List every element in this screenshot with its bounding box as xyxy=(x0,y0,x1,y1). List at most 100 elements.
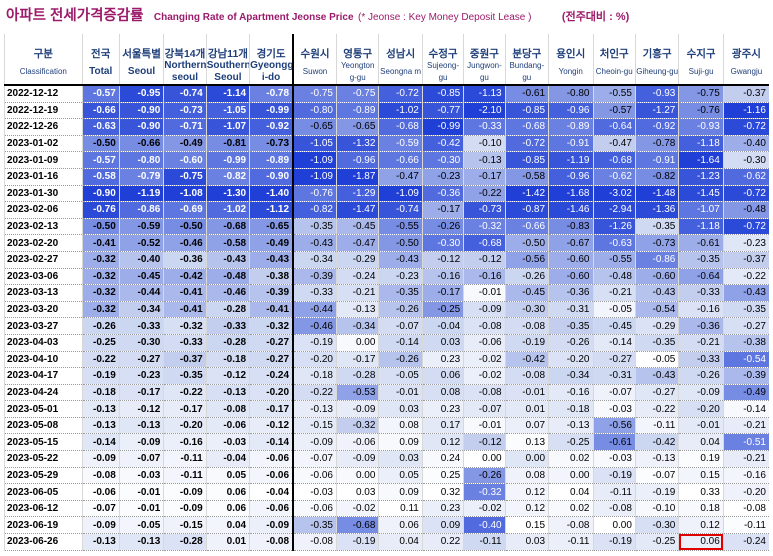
data-cell-yeongtong-gu: -0.09 xyxy=(335,400,379,418)
data-cell-cheoin-gu: -3.02 xyxy=(592,185,636,203)
data-cell-yongin: -1.68 xyxy=(548,185,593,203)
data-cell-sujeong-gu: 0.17 xyxy=(421,417,464,435)
data-cell-yeongtong-gu: -1.47 xyxy=(335,201,379,219)
data-cell-yongin: -0.13 xyxy=(548,417,593,435)
data-cell-sujeong-gu: -0.30 xyxy=(421,151,464,169)
data-cell-northern-seoul: -0.69 xyxy=(163,201,207,219)
data-cell-southern-seoul: -1.30 xyxy=(205,185,250,203)
data-cell-suji-gu: 0.12 xyxy=(678,516,724,535)
header-ko-16: 광주시 xyxy=(722,34,769,60)
data-cell-total: -0.13 xyxy=(81,400,120,418)
row-date: 2023-03-20 xyxy=(4,301,83,319)
data-cell-cheoin-gu: 0.00 xyxy=(592,516,636,535)
data-cell-gyeonggi-do: -0.27 xyxy=(249,334,295,352)
data-cell-suji-gu: -0.01 xyxy=(678,417,724,435)
data-cell-seoul: -0.03 xyxy=(118,467,164,485)
data-cell-suwon: -0.39 xyxy=(292,268,337,286)
data-cell-seongnam: 0.05 xyxy=(378,467,423,485)
data-cell-cheoin-gu: -0.64 xyxy=(592,118,636,136)
row-date: 2023-03-06 xyxy=(4,268,83,286)
table-row: 2023-04-24 -0.18 -0.17 -0.22 -0.13 -0.20 -0.22… xyxy=(4,384,769,402)
data-cell-bundang-gu: -0.66 xyxy=(504,218,549,236)
header-en-11: Bundang-gu xyxy=(504,60,549,86)
data-cell-sujeong-gu: -0.36 xyxy=(421,185,464,203)
data-cell-cheoin-gu: -0.27 xyxy=(592,351,636,369)
data-cell-seongnam: -0.26 xyxy=(378,351,423,369)
data-cell-bundang-gu: -0.85 xyxy=(504,151,549,169)
table-row: 2023-02-13 -0.50 -0.59 -0.50 -0.68 -0.65 -0.35… xyxy=(4,218,769,236)
data-cell-suji-gu: -0.75 xyxy=(678,85,724,103)
data-cell-bundang-gu: -0.01 xyxy=(504,384,549,402)
header-en-13: Cheoin-gu xyxy=(592,60,636,86)
data-cell-yongin: 0.02 xyxy=(548,450,593,468)
data-cell-gyeonggi-do: -0.49 xyxy=(249,234,295,252)
header-ko-14: 기흥구 xyxy=(634,34,679,60)
data-cell-sujeong-gu: 0.23 xyxy=(421,500,464,518)
data-cell-bundang-gu: 0.07 xyxy=(504,417,549,435)
data-cell-giheung-gu: -0.86 xyxy=(634,251,679,269)
data-cell-yongin: 0.02 xyxy=(548,500,593,518)
data-cell-jungwon-gu: -0.32 xyxy=(463,483,506,501)
data-cell-bundang-gu: -0.26 xyxy=(504,268,549,286)
header-en-5: Gyeongg i-do xyxy=(249,60,295,86)
data-cell-cheoin-gu: -0.19 xyxy=(592,467,636,485)
data-cell-seongnam: 0.03 xyxy=(378,450,423,468)
table-row: 2023-01-30 -0.90 -1.19 -1.08 -1.30 -1.40 -0.76… xyxy=(4,185,769,203)
data-cell-seongnam: 0.03 xyxy=(378,400,423,418)
data-cell-gwangju: -0.11 xyxy=(722,516,769,535)
data-cell-jungwon-gu: -0.33 xyxy=(463,118,506,136)
jeonse-rate-table: 구분 전국 서울특별 강북14개 강남11개 경기도 수원시 영통구 성남시 수정구 중원구 분당구 용… xyxy=(4,34,769,551)
data-cell-suwon: -0.15 xyxy=(292,417,337,435)
data-cell-total: -0.90 xyxy=(81,185,120,203)
data-cell-northern-seoul: -0.46 xyxy=(163,234,207,252)
table-row: 2023-01-16 -0.58 -0.79 -0.75 -0.82 -0.90 -1.09… xyxy=(4,168,769,186)
header-en-6: Suwon xyxy=(292,60,337,86)
data-cell-gyeonggi-do: -0.17 xyxy=(249,400,295,418)
row-date: 2023-05-15 xyxy=(4,433,83,452)
data-cell-seongnam: -0.50 xyxy=(378,234,423,252)
data-cell-seongnam: 0.04 xyxy=(378,533,423,551)
data-cell-yeongtong-gu: -0.21 xyxy=(335,284,379,302)
data-cell-jungwon-gu: -0.12 xyxy=(463,433,506,452)
data-cell-northern-seoul: -0.33 xyxy=(163,334,207,352)
data-cell-gyeonggi-do: -0.65 xyxy=(249,218,295,236)
data-cell-suwon: -0.07 xyxy=(292,450,337,468)
data-cell-seoul: -0.44 xyxy=(118,284,164,302)
header-en-10: Jungwon-gu xyxy=(463,60,506,86)
data-cell-suji-gu: -0.20 xyxy=(678,400,724,418)
data-cell-cheoin-gu: -0.45 xyxy=(592,317,636,335)
data-cell-cheoin-gu: -0.21 xyxy=(592,284,636,302)
data-cell-gyeonggi-do: -0.90 xyxy=(249,168,295,186)
data-cell-seongnam: -0.59 xyxy=(378,135,423,153)
table-row: 2023-04-03 -0.25 -0.30 -0.33 -0.28 -0.27 -0.19… xyxy=(4,334,769,352)
data-cell-sujeong-gu: 0.23 xyxy=(421,400,464,418)
data-cell-yeongtong-gu: -0.53 xyxy=(335,384,379,402)
data-cell-total: -0.09 xyxy=(81,516,120,535)
data-cell-gyeonggi-do: -0.78 xyxy=(249,85,295,103)
table-row: 2023-01-02 -0.50 -0.66 -0.49 -0.81 -0.73 -1.05… xyxy=(4,135,769,153)
data-cell-gwangju: -0.37 xyxy=(722,251,769,269)
data-cell-gyeonggi-do: -0.38 xyxy=(249,268,295,286)
row-date: 2023-05-08 xyxy=(4,417,83,435)
data-cell-jungwon-gu: -0.68 xyxy=(463,234,506,252)
data-cell-seongnam: -0.72 xyxy=(378,85,423,103)
table-row: 2023-06-05 -0.06 -0.01 -0.09 0.06 -0.04 -0.03 0… xyxy=(4,483,769,501)
data-cell-seongnam: 0.11 xyxy=(378,500,423,518)
data-cell-southern-seoul: -1.02 xyxy=(205,201,250,219)
data-cell-cheoin-gu: -0.31 xyxy=(592,367,636,385)
data-cell-yeongtong-gu: -0.29 xyxy=(335,251,379,269)
data-cell-bundang-gu: -0.42 xyxy=(504,351,549,369)
data-cell-giheung-gu: -0.22 xyxy=(634,400,679,418)
data-cell-yongin: -0.96 xyxy=(548,102,593,120)
data-cell-giheung-gu: -0.05 xyxy=(634,351,679,369)
data-cell-suwon: -0.13 xyxy=(292,400,337,418)
data-cell-northern-seoul: -0.75 xyxy=(163,168,207,186)
data-cell-total: -0.66 xyxy=(81,102,120,120)
data-cell-jungwon-gu: -0.26 xyxy=(463,467,506,485)
data-cell-yongin: 0.00 xyxy=(548,467,593,485)
data-cell-suji-gu: -0.76 xyxy=(678,102,724,120)
data-cell-cheoin-gu: -0.62 xyxy=(592,168,636,186)
data-cell-sujeong-gu: -0.12 xyxy=(421,251,464,269)
data-cell-total: -0.13 xyxy=(81,417,120,435)
data-cell-jungwon-gu: -0.32 xyxy=(463,218,506,236)
